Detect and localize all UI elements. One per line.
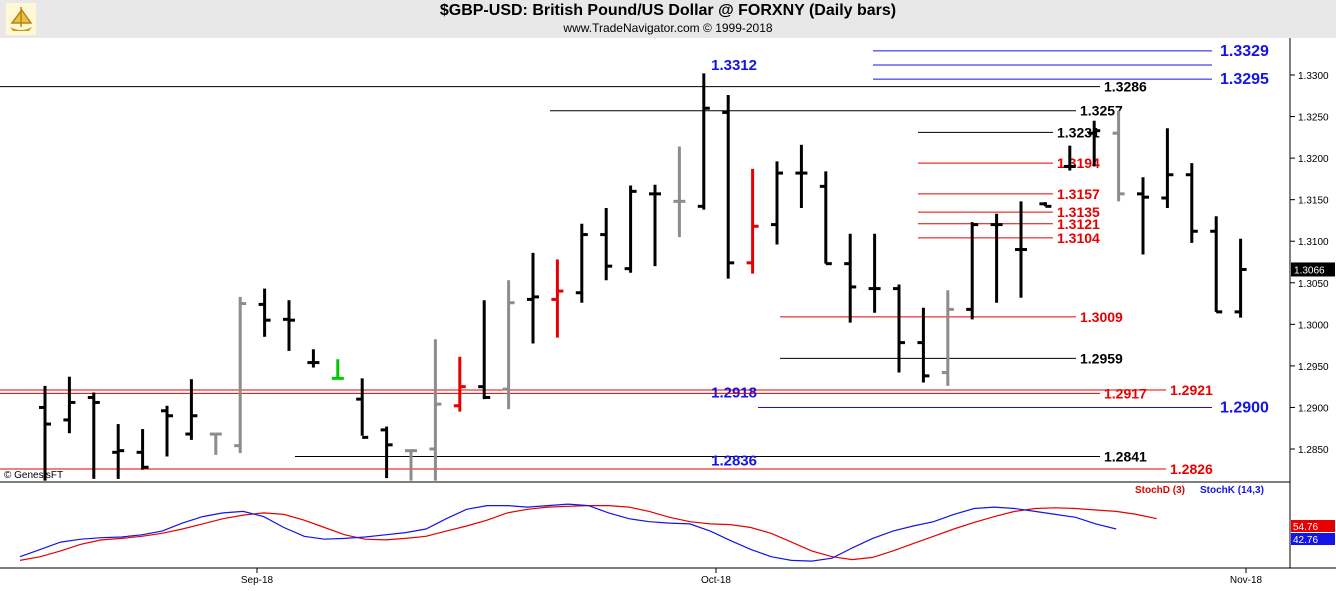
ohlc-bar-18 [478, 300, 491, 400]
ohlc-bar-45 [1137, 177, 1149, 255]
ohlc-bar-4 [136, 429, 149, 470]
ohlc-bar-13 [356, 378, 369, 439]
level-label-1: 1.3312 [711, 57, 757, 74]
ohlc-bar-2 [87, 392, 100, 479]
stoch-tag-1 [1291, 533, 1335, 545]
last-price-label: 1.3066 [1294, 265, 1325, 276]
ohlc-bar-7 [209, 432, 222, 455]
ohlc-bar-32 [819, 171, 832, 266]
ohlc-bar-23 [600, 207, 613, 281]
ohlc-bar-31 [795, 144, 808, 208]
ohlc-bar-1 [63, 376, 76, 434]
ohlc-bar-8 [234, 296, 247, 454]
y-tick-label-1: 1.3250 [1298, 113, 1329, 124]
level-label-16: 1.2900 [1220, 399, 1269, 416]
ohlc-bar-11 [307, 349, 320, 368]
ohlc-bar-46 [1161, 128, 1174, 208]
y-tick-label-9: 1.2850 [1298, 445, 1329, 456]
ohlc-bar-36 [917, 307, 930, 383]
y-tick-label-3: 1.3150 [1298, 196, 1329, 207]
ship-logo-icon [6, 3, 36, 35]
x-tick-label-2: Nov-18 [1230, 575, 1263, 586]
ohlc-bar-22 [575, 223, 588, 303]
stoch-tag-label-1: 42.76 [1293, 535, 1318, 546]
ohlc-bar-33 [844, 233, 857, 323]
ohlc-bar-34 [868, 233, 881, 313]
stoch-tag-0 [1291, 520, 1335, 532]
ohlc-bar-26 [673, 146, 686, 238]
y-tick-label-0: 1.3300 [1298, 71, 1329, 82]
ohlc-bar-29 [746, 168, 759, 274]
chart-title: $GBP-USD: British Pound/US Dollar @ FORX… [439, 2, 897, 19]
ohlc-bar-15 [405, 449, 417, 481]
last-price-tag [1291, 262, 1335, 277]
chart-subtitle: www.TradeNavigator.com © 1999-2018 [563, 21, 773, 35]
stoch-tag-label-0: 54.76 [1293, 522, 1318, 533]
ohlc-bar-38 [966, 222, 979, 320]
chart-area: © GenesisFT 1.3329 1.3312 1.3295 1.3286 1.32… [0, 38, 1336, 591]
ohlc-bar-49 [1234, 238, 1247, 318]
level-label-8: 1.3135 [1057, 204, 1100, 220]
ohlc-bar-6 [185, 379, 198, 440]
ohlc-bar-20 [527, 252, 539, 344]
chart-header: $GBP-USD: British Pound/US Dollar @ FORX… [0, 0, 1336, 38]
ohlc-bar-44 [1112, 110, 1125, 202]
y-tick-label-6: 1.3000 [1298, 320, 1329, 331]
ohlc-bar-41 [1039, 202, 1052, 208]
ohlc-bar-40 [1015, 201, 1027, 298]
ohlc-bar-37 [941, 290, 954, 386]
y-tick-label-2: 1.3200 [1298, 154, 1329, 165]
ohlc-bar-10 [283, 300, 295, 351]
ohlc-bar-43 [1088, 120, 1101, 167]
ohlc-bar-21 [551, 259, 564, 338]
level-label-10: 1.3104 [1057, 230, 1100, 246]
ohlc-bar-24 [624, 185, 637, 273]
level-label-4: 1.3257 [1080, 103, 1123, 119]
stoch-line-1 [19, 503, 1117, 562]
ohlc-bar-27 [697, 73, 710, 210]
ohlc-bar-9 [258, 288, 271, 337]
ohlc-bar-19 [502, 280, 515, 410]
level-label-2: 1.3295 [1220, 71, 1269, 88]
level-label-11: 1.3009 [1080, 309, 1123, 325]
ohlc-bar-3 [112, 424, 125, 479]
level-label-7: 1.3157 [1057, 186, 1100, 202]
ohlc-bar-30 [771, 161, 783, 245]
level-label-19: 1.2826 [1170, 461, 1213, 477]
level-label-17: 1.2841 [1104, 448, 1147, 464]
y-tick-label-4: 1.3100 [1298, 237, 1329, 248]
ohlc-bar-14 [380, 426, 393, 479]
level-label-0: 1.3329 [1220, 43, 1269, 60]
stoch-legend-d: StochD (3) [1135, 485, 1185, 496]
y-tick-label-8: 1.2900 [1298, 403, 1329, 414]
watermark: © GenesisFT [4, 470, 63, 481]
ohlc-bar-12 [331, 359, 344, 380]
ohlc-bar-48 [1210, 216, 1223, 314]
x-tick-label-0: Sep-18 [241, 575, 274, 586]
y-tick-label-7: 1.2950 [1298, 362, 1329, 373]
stoch-legend-k: StochK (14,3) [1200, 485, 1264, 496]
x-tick-label-1: Oct-18 [701, 575, 731, 586]
y-tick-label-5: 1.3050 [1298, 279, 1329, 290]
level-label-5: 1.3231 [1057, 124, 1100, 140]
ohlc-bar-35 [893, 284, 905, 373]
level-label-15: 1.2917 [1104, 385, 1147, 401]
ohlc-bar-42 [1063, 145, 1076, 171]
level-label-3: 1.3286 [1104, 79, 1147, 95]
ohlc-bar-16 [429, 339, 442, 481]
ohlc-bar-28 [722, 94, 735, 279]
ohlc-bar-5 [161, 405, 173, 457]
ohlc-bar-0 [39, 385, 51, 481]
level-label-18: 1.2836 [711, 453, 757, 470]
ohlc-bar-47 [1185, 163, 1198, 243]
ohlc-bar-17 [453, 356, 466, 412]
ohlc-bar-39 [990, 213, 1003, 303]
level-label-13: 1.2921 [1170, 382, 1213, 398]
level-label-9: 1.3121 [1057, 216, 1100, 232]
level-label-12: 1.2959 [1080, 350, 1123, 366]
ohlc-bar-25 [649, 184, 661, 267]
